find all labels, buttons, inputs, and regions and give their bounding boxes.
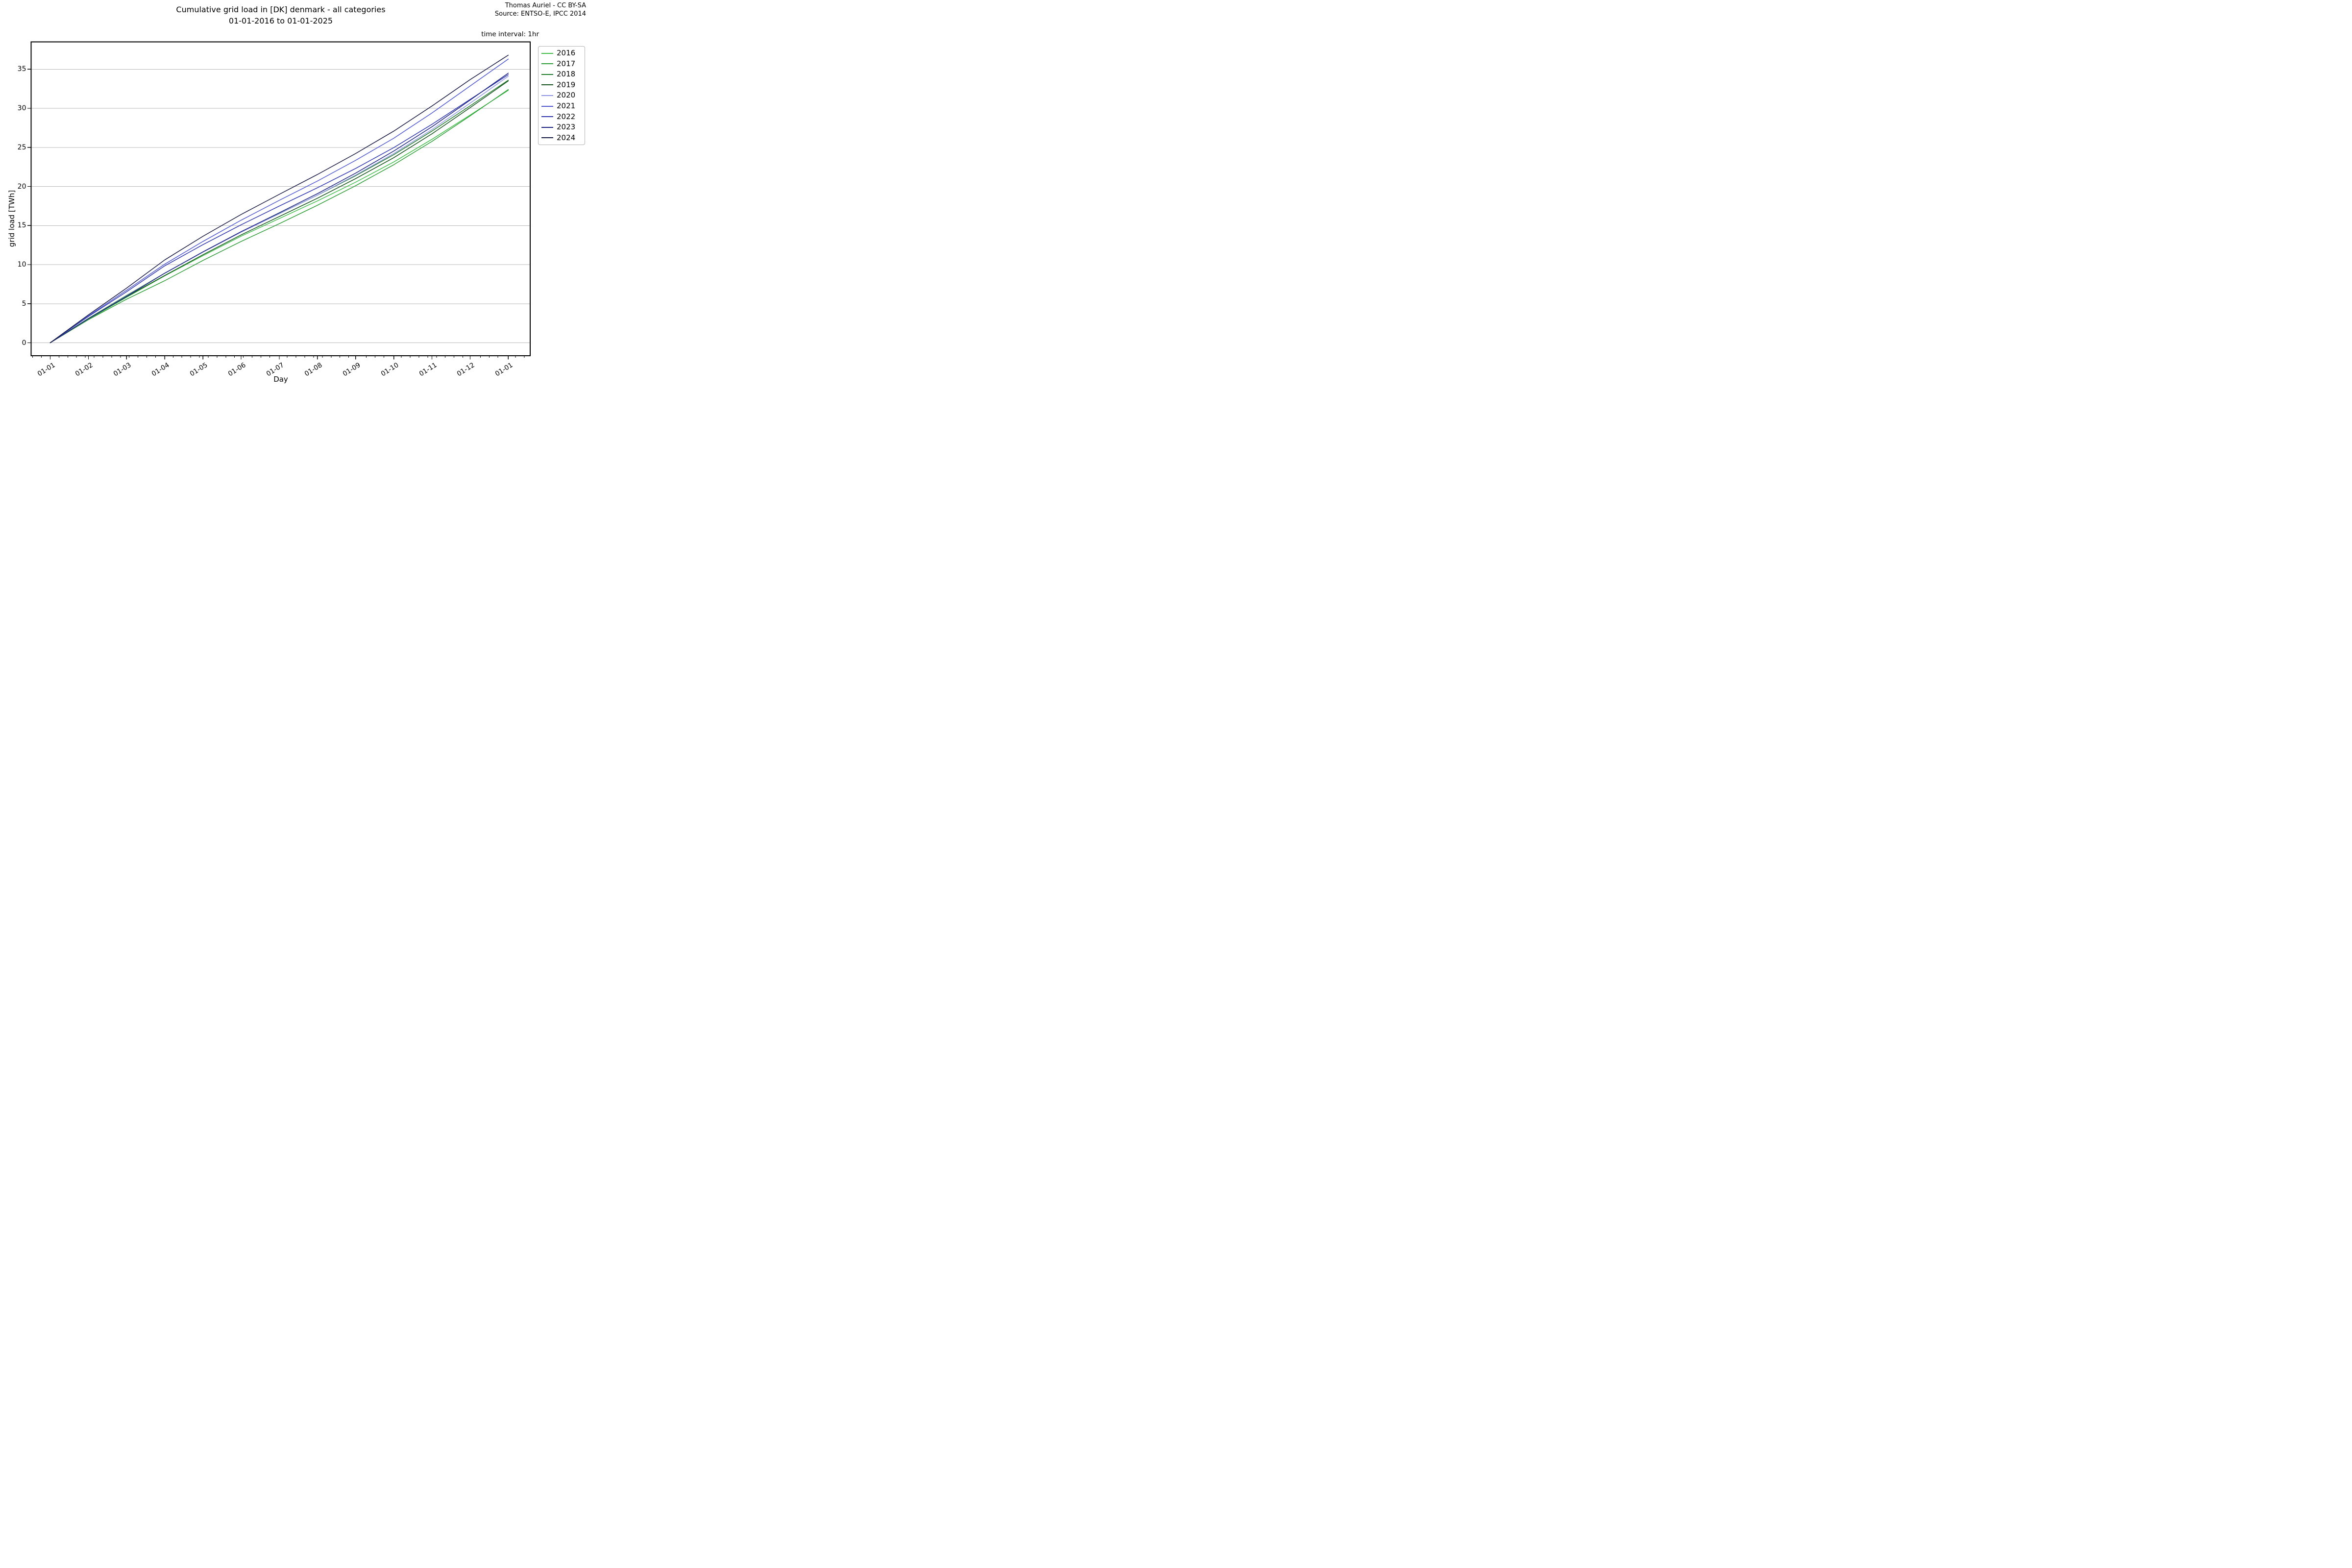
legend-label-2018: 2018 — [557, 70, 576, 79]
series-line-2024 — [49, 54, 509, 343]
y-tick-label-35: 35 — [17, 65, 26, 74]
legend-label-2022: 2022 — [557, 112, 576, 121]
legend-line-swatch-2018 — [541, 74, 553, 75]
credit-author: Thomas Auriel - CC BY-SA — [505, 2, 586, 9]
legend-label-2017: 2017 — [557, 59, 576, 68]
credit-source: Source: ENTSO-E, IPCC 2014 — [494, 10, 586, 18]
x-axis-label: Day — [273, 375, 288, 384]
legend-item-2023: 2023 — [541, 123, 582, 131]
legend-line-swatch-2020 — [541, 95, 553, 96]
legend-item-2024: 2024 — [541, 134, 582, 142]
legend-item-2016: 2016 — [541, 49, 582, 57]
y-tick-label-10: 10 — [17, 261, 26, 269]
chart-title-line-1: Cumulative grid load in [DK] denmark - a… — [176, 5, 386, 14]
legend-item-2020: 2020 — [541, 92, 582, 99]
series-line-2023 — [49, 73, 509, 343]
legend-label-2021: 2021 — [557, 101, 576, 110]
legend-label-2024: 2024 — [557, 133, 576, 142]
y-tick-label-30: 30 — [17, 104, 26, 112]
legend-label-2016: 2016 — [557, 49, 576, 58]
time-interval-note: time interval: 1hr — [481, 30, 539, 38]
credit-text: Thomas Auriel - CC BY-SA Source: ENTSO-E… — [495, 1, 586, 18]
y-axis-label: grid load [TWh] — [7, 190, 16, 247]
legend-line-swatch-2017 — [541, 63, 553, 65]
legend-line-swatch-2023 — [541, 126, 553, 128]
legend-line-swatch-2016 — [541, 52, 553, 54]
series-line-2017 — [49, 89, 509, 343]
legend: 2016 2017 2018 2019 2020 2021 2022 2023 2024 — [538, 46, 585, 145]
series-line-2020 — [49, 75, 509, 343]
legend-line-swatch-2022 — [541, 116, 553, 118]
legend-item-2021: 2021 — [541, 102, 582, 110]
legend-label-2023: 2023 — [557, 122, 576, 132]
series-line-2021 — [49, 58, 509, 343]
legend-label-2020: 2020 — [557, 91, 576, 100]
axes-frame — [30, 41, 531, 356]
legend-line-swatch-2021 — [541, 105, 553, 107]
legend-item-2019: 2019 — [541, 81, 582, 89]
series-line-2022 — [49, 74, 509, 343]
legend-item-2022: 2022 — [541, 113, 582, 121]
y-tick-label-20: 20 — [17, 182, 26, 191]
legend-line-swatch-2019 — [541, 84, 553, 86]
legend-label-2019: 2019 — [557, 80, 576, 89]
series-line-2016 — [49, 90, 509, 343]
legend-item-2018: 2018 — [541, 71, 582, 78]
chart-title: Cumulative grid load in [DK] denmark - a… — [85, 4, 477, 26]
y-tick-label-25: 25 — [17, 143, 26, 151]
plot-area — [27, 41, 531, 360]
legend-line-swatch-2024 — [541, 137, 553, 139]
y-tick-label-5: 5 — [22, 299, 26, 308]
y-tick-label-15: 15 — [17, 221, 26, 230]
figure: Cumulative grid load in [DK] denmark - a… — [0, 0, 588, 392]
y-tick-label-0: 0 — [22, 339, 26, 347]
chart-title-line-2: 01-01-2016 to 01-01-2025 — [228, 16, 333, 26]
legend-item-2017: 2017 — [541, 60, 582, 68]
